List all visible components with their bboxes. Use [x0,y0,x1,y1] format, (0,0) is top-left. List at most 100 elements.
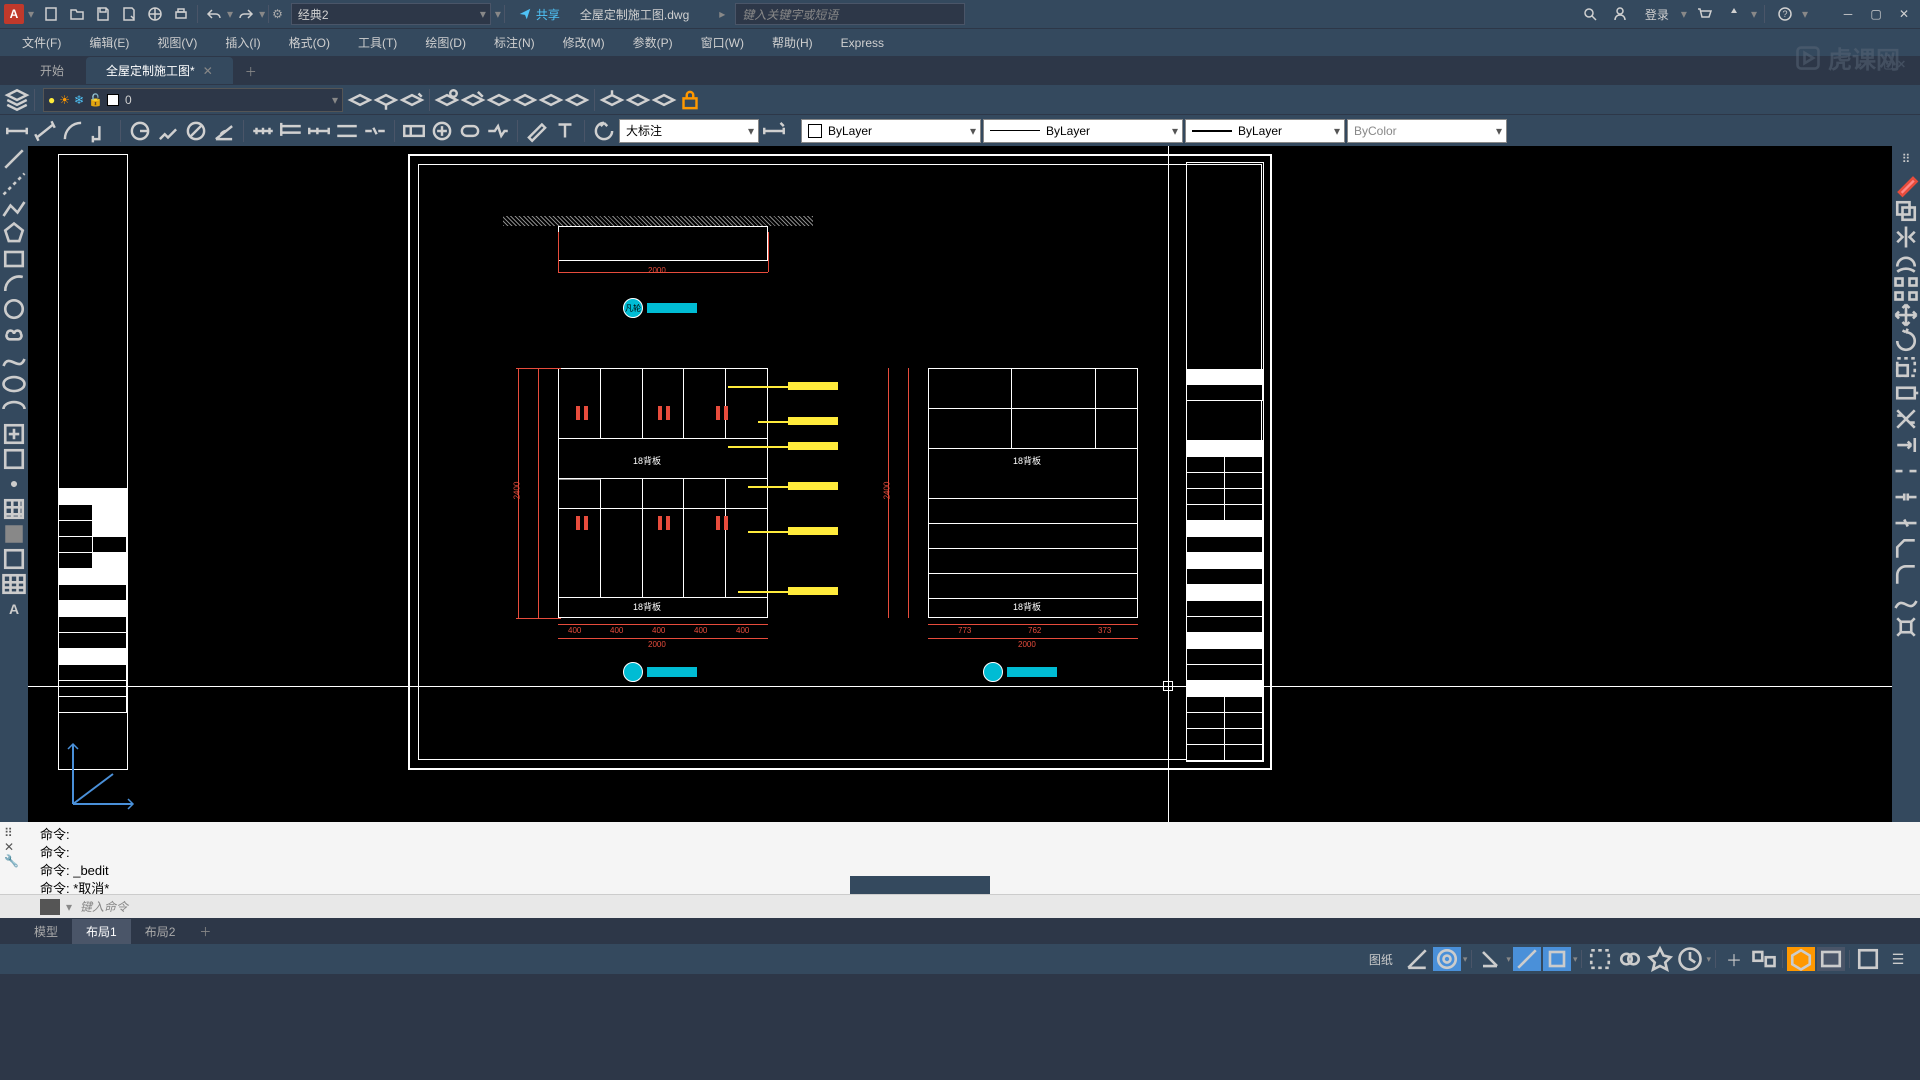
open-icon[interactable] [64,3,90,25]
point-icon[interactable] [0,471,28,496]
dim-jog-icon[interactable] [155,119,181,143]
plus-icon[interactable]: ＋ [1720,947,1748,971]
app-logo[interactable]: A [4,4,24,24]
menu-tools[interactable]: 工具(T) [344,30,411,55]
color-combo[interactable]: ByLayer [801,119,981,143]
drawing-canvas[interactable]: 2000 凡轮 18背板 18背板 [28,146,1892,822]
web-icon[interactable] [142,3,168,25]
lwt-icon[interactable] [1586,947,1614,971]
layout-plus[interactable]: ＋ [189,919,221,944]
circle-icon[interactable] [0,296,28,321]
inspect-icon[interactable] [457,119,483,143]
iso-icon[interactable] [1787,947,1815,971]
dimstyle-combo[interactable]: 大标注 [619,119,759,143]
minimize-icon[interactable]: ─ [1836,4,1860,24]
ellipse-icon[interactable] [0,371,28,396]
max-icon[interactable] [1854,947,1882,971]
gear-icon[interactable]: ⚙ [272,7,283,21]
region-icon[interactable] [0,546,28,571]
lineweight-combo[interactable]: ByLayer [1185,119,1345,143]
fillet-icon[interactable] [1892,562,1920,588]
grid-icon[interactable] [1403,947,1431,971]
menu-view[interactable]: 视图(V) [143,30,211,55]
ellipse-arc-icon[interactable] [0,396,28,421]
layer-tool-12-icon[interactable] [651,88,677,112]
maximize-icon[interactable]: ▢ [1864,4,1888,24]
gradient-icon[interactable] [0,521,28,546]
search-icon[interactable] [1577,3,1603,25]
hw-icon[interactable] [1817,947,1845,971]
scale-icon[interactable] [1892,354,1920,380]
dim-break-icon[interactable] [362,119,388,143]
menu-express[interactable]: Express [827,32,898,54]
center-icon[interactable] [429,119,455,143]
menu-draw[interactable]: 绘图(D) [411,30,480,55]
sc-icon[interactable] [1676,947,1704,971]
dim-aligned-icon[interactable] [32,119,58,143]
mtext-icon[interactable]: A [0,596,28,621]
jogline-icon[interactable] [485,119,511,143]
layer-tool-10-icon[interactable] [599,88,625,112]
save-icon[interactable] [90,3,116,25]
trim-icon[interactable] [1892,406,1920,432]
grip-icon[interactable]: ⠿ [1892,146,1920,172]
tab-close-icon[interactable]: ✕ [203,64,213,78]
share-button[interactable]: 共享 [518,6,560,23]
hatch-icon[interactable] [0,496,28,521]
stretch-icon[interactable] [1892,380,1920,406]
blend-icon[interactable] [1892,588,1920,614]
arc-icon[interactable] [0,271,28,296]
insert-icon[interactable] [0,421,28,446]
menu-modify[interactable]: 修改(M) [549,30,619,55]
menu-help[interactable]: 帮助(H) [758,30,827,55]
linetype-combo[interactable]: ByLayer [983,119,1183,143]
undo-icon[interactable] [201,3,227,25]
rotate-icon[interactable] [1892,328,1920,354]
layer-tool-1-icon[interactable] [347,88,373,112]
redo-icon[interactable] [233,3,259,25]
layer-tool-11-icon[interactable] [625,88,651,112]
tol-icon[interactable] [401,119,427,143]
help-icon[interactable]: ? [1772,3,1798,25]
layer-combo[interactable]: ● ☀ ❄ 🔓 0 [43,88,343,112]
osnap-icon[interactable] [1543,947,1571,971]
menu-dim[interactable]: 标注(N) [480,30,549,55]
dim-cont-icon[interactable] [306,119,332,143]
dim-linear-icon[interactable] [4,119,30,143]
dim-dia-icon[interactable] [183,119,209,143]
spline-icon[interactable] [0,346,28,371]
dim-ord-icon[interactable] [88,119,114,143]
menu-edit[interactable]: 编辑(E) [75,30,143,55]
layer-lock-icon[interactable] [677,88,703,112]
xline-icon[interactable] [0,171,28,196]
dim-quick-icon[interactable] [250,119,276,143]
app-store-icon[interactable] [1721,3,1747,25]
saveas-icon[interactable] [116,3,142,25]
dimedit-icon[interactable] [524,119,550,143]
dimtedit-icon[interactable] [552,119,578,143]
dimstyle-icon[interactable] [761,119,787,143]
close-icon[interactable]: ✕ [1892,4,1916,24]
layer-props-icon[interactable] [4,88,30,112]
snap-icon[interactable] [1433,947,1461,971]
layout2-tab[interactable]: 布局2 [131,919,190,944]
menu-format[interactable]: 格式(O) [275,30,344,55]
layer-tool-2-icon[interactable] [373,88,399,112]
dim-ang-icon[interactable] [211,119,237,143]
mirror-icon[interactable] [1892,224,1920,250]
tran-icon[interactable] [1616,947,1644,971]
move-icon[interactable] [1892,302,1920,328]
pline-icon[interactable] [0,196,28,221]
ortho-icon[interactable] [1476,947,1504,971]
polygon-icon[interactable] [0,221,28,246]
layer-tool-7-icon[interactable] [512,88,538,112]
layer-tool-6-icon[interactable] [486,88,512,112]
copy-icon[interactable] [1892,198,1920,224]
layer-tool-9-icon[interactable] [564,88,590,112]
plotstyle-combo[interactable]: ByColor [1347,119,1507,143]
array-icon[interactable] [1892,276,1920,302]
paper-label[interactable]: 图纸 [1361,951,1401,968]
break-icon[interactable] [1892,458,1920,484]
qp-icon[interactable] [1646,947,1674,971]
table-icon[interactable] [0,571,28,596]
